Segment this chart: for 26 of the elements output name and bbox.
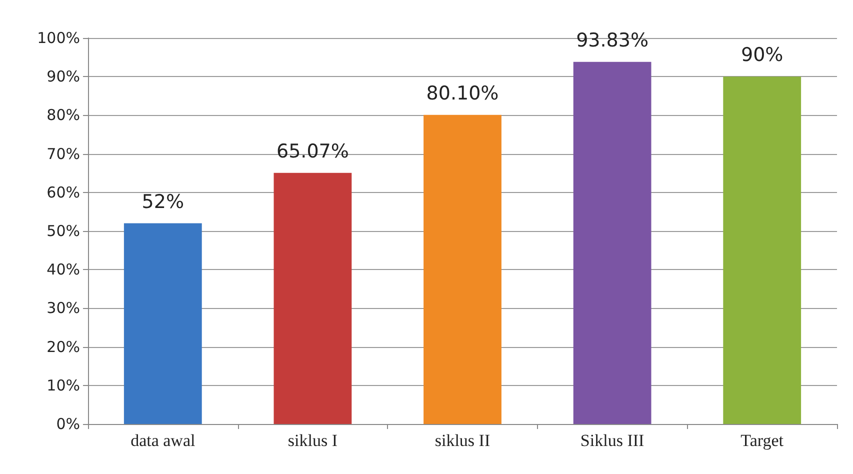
bar: [723, 76, 802, 424]
x-tick-label: Siklus III: [580, 431, 645, 450]
data-label: 90%: [740, 44, 784, 66]
y-tick-label: 40%: [46, 260, 80, 279]
bar: [124, 223, 202, 424]
bar: [424, 114, 502, 424]
x-tick-label: siklus I: [288, 431, 338, 450]
x-tick-label: data awal: [130, 431, 196, 450]
y-tick-label: 30%: [46, 299, 80, 318]
data-label: 65.07%: [276, 140, 349, 162]
y-tick-label: 100%: [37, 29, 80, 47]
y-tick-label: 10%: [46, 376, 80, 394]
x-tick-label: Target: [740, 431, 784, 450]
y-tick-label: 90%: [46, 68, 80, 86]
data-label: 52%: [142, 190, 184, 213]
y-tick-label: 50%: [46, 222, 80, 240]
data-label: 93.83%: [576, 29, 649, 52]
y-tick-label: 60%: [46, 183, 80, 202]
y-tick-label: 20%: [46, 338, 80, 356]
y-tick-label: 70%: [46, 144, 80, 163]
bar: [274, 172, 352, 424]
x-tick-label: siklus II: [434, 431, 490, 450]
data-label: 80.10%: [426, 82, 499, 104]
bar: [573, 62, 652, 424]
y-tick-label: 0%: [56, 415, 80, 433]
y-tick-label: 80%: [46, 106, 80, 124]
